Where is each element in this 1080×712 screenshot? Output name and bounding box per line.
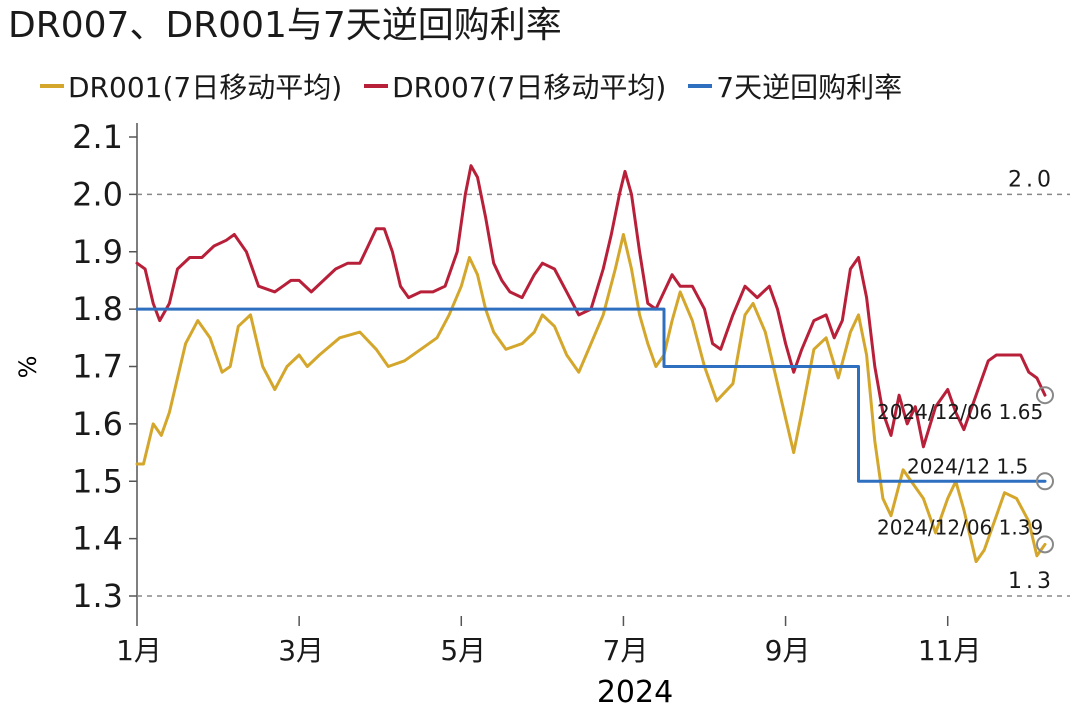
series-line-dr001 <box>135 233 1047 564</box>
x-tick-label: 11月 <box>918 634 982 667</box>
reference-line-label: 2.0 <box>1008 167 1055 192</box>
legend-label-dr001: DR001(7日移动平均) <box>68 71 343 104</box>
y-tick-label: 1.7 <box>72 348 123 386</box>
endpoint-marker <box>1036 386 1054 405</box>
legend-item-dr007: DR007(7日移动平均) <box>364 66 666 106</box>
series-lines <box>135 164 1047 564</box>
legend-swatch-dr001 <box>40 84 64 88</box>
y-tick-label: 2.1 <box>72 118 123 156</box>
series-line-repo <box>135 307 1047 483</box>
x-tick-label: 7月 <box>603 634 649 667</box>
y-tick-label: 1.6 <box>72 405 123 443</box>
reference-line-label: 1.3 <box>1008 569 1055 594</box>
legend-item-repo: 7天逆回购利率 <box>688 66 902 106</box>
legend-swatch-dr007 <box>364 84 389 88</box>
legend-swatch-repo <box>688 84 713 88</box>
y-tick-label: 1.9 <box>72 233 123 271</box>
x-axis-label: 2024 <box>597 675 673 710</box>
legend-item-dr001: DR001(7日移动平均) <box>40 66 342 106</box>
annotations: 2024/12/06 1.65 2024/12 1.5 2024/12/06 1.3… <box>877 386 1054 554</box>
reference-lines: 2.0 1.3 <box>137 167 1070 597</box>
y-tick-label: 2.0 <box>72 175 123 213</box>
y-tick-label: 1.5 <box>72 462 123 500</box>
axes: 1.3 1.4 1.5 1.6 1.7 1.8 1.9 2.0 2.1 1月 3月 5月 7月 9月 11月 <box>72 118 981 667</box>
endpoint-label: 2024/12/06 1.65 <box>877 400 1043 424</box>
endpoint-label: 2024/12 1.5 <box>907 454 1028 478</box>
legend-label-dr007: DR007(7日移动平均) <box>392 71 667 104</box>
endpoint-label: 2024/12/06 1.39 <box>877 515 1043 539</box>
x-tick-label: 5月 <box>440 634 486 667</box>
y-tick-label: 1.8 <box>72 290 123 328</box>
endpoint-marker <box>1036 535 1054 554</box>
y-tick-label: 1.3 <box>72 577 123 615</box>
chart-title: DR007、DR001与7天逆回购利率 <box>8 5 562 46</box>
y-axis-label: % <box>14 356 42 379</box>
x-tick-label: 3月 <box>278 634 324 667</box>
legend-label-repo: 7天逆回购利率 <box>716 71 903 104</box>
x-tick-label: 9月 <box>765 634 811 667</box>
x-tick-label: 1月 <box>116 634 162 667</box>
legend: DR001(7日移动平均) DR007(7日移动平均) 7天逆回购利率 <box>40 66 924 106</box>
series-line-dr007 <box>135 164 1047 449</box>
y-tick-label: 1.4 <box>72 520 123 558</box>
endpoint-marker <box>1036 472 1054 491</box>
